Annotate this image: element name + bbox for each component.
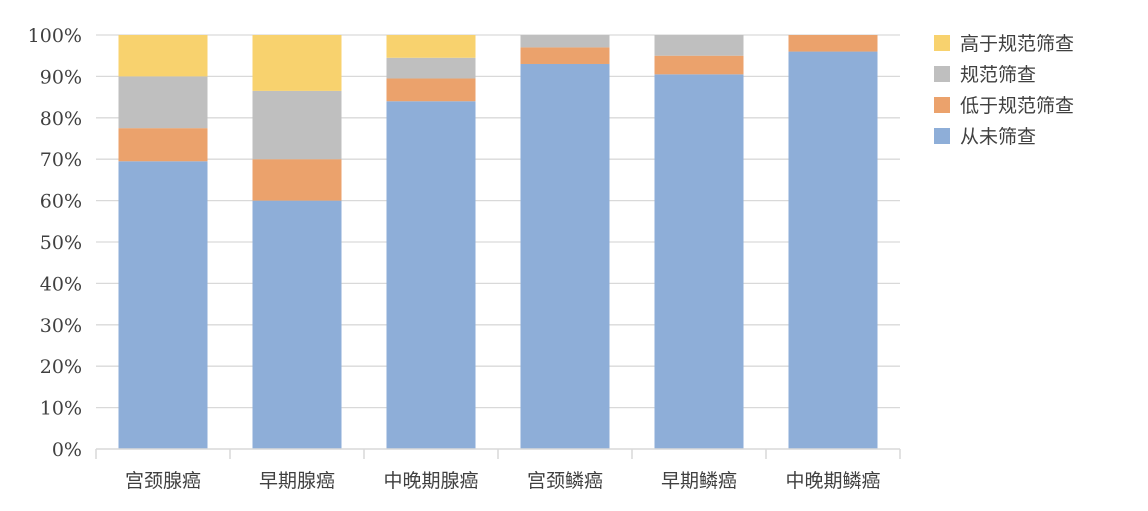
bar-segment [520,63,610,449]
bar-segment [386,35,476,58]
x-category-label: 宫颈鳞癌 [527,470,603,492]
bar-segment [252,200,342,449]
axes [95,448,901,459]
y-tick-label: 0% [52,439,82,461]
y-tick-label: 40% [40,273,82,295]
bar-segment [118,76,208,129]
x-category-label: 中晚期鳞癌 [785,470,880,492]
bar-segment [252,35,342,91]
bar-segment [520,47,610,64]
x-category-label: 早期鳞癌 [661,470,737,492]
legend-label: 高于规范筛查 [960,33,1074,55]
legend-swatch [934,35,950,51]
legend-label: 规范筛查 [960,64,1036,86]
legend-swatch [934,97,950,113]
bar-segment [118,128,208,162]
bar-segment [386,101,476,450]
y-tick-label: 10% [40,398,82,420]
bars [118,35,878,450]
bar-segment [520,35,610,48]
gridlines [96,34,900,409]
bar-segment [788,35,878,52]
x-axis-categories: 宫颈腺癌 早期腺癌 中晚期腺癌 宫颈鳞癌 早期鳞癌 中晚期鳞癌 [125,470,881,492]
y-tick-label: 100% [28,25,82,47]
bar-segment [118,35,208,77]
y-tick-label: 30% [40,315,82,337]
bar-segment [654,35,744,56]
y-tick-label: 20% [40,356,82,378]
y-tick-label: 60% [40,191,82,213]
legend-label: 低于规范筛查 [960,95,1074,117]
legend-swatch [934,66,950,82]
y-tick-label: 70% [40,149,82,171]
y-tick-label: 90% [40,66,82,88]
bar-segment [252,159,342,201]
bar-segment [252,90,342,160]
x-category-label: 早期腺癌 [259,470,335,492]
bar-segment [118,161,208,449]
bar-segment [654,55,744,75]
x-category-label: 中晚期腺癌 [383,470,478,492]
bar-segment [386,57,476,79]
x-category-label: 宫颈腺癌 [125,470,201,492]
legend-swatch [934,128,950,144]
y-tick-label: 80% [40,108,82,130]
bar-segment [654,74,744,449]
legend-label: 从未筛查 [960,126,1036,148]
bar-segment [788,51,878,450]
y-axis-ticks: 0% 10% 20% 30% 40% 50% 60% 70% 80% 90% 100% [28,25,82,461]
bar-segment [386,78,476,102]
y-tick-label: 50% [40,232,82,254]
